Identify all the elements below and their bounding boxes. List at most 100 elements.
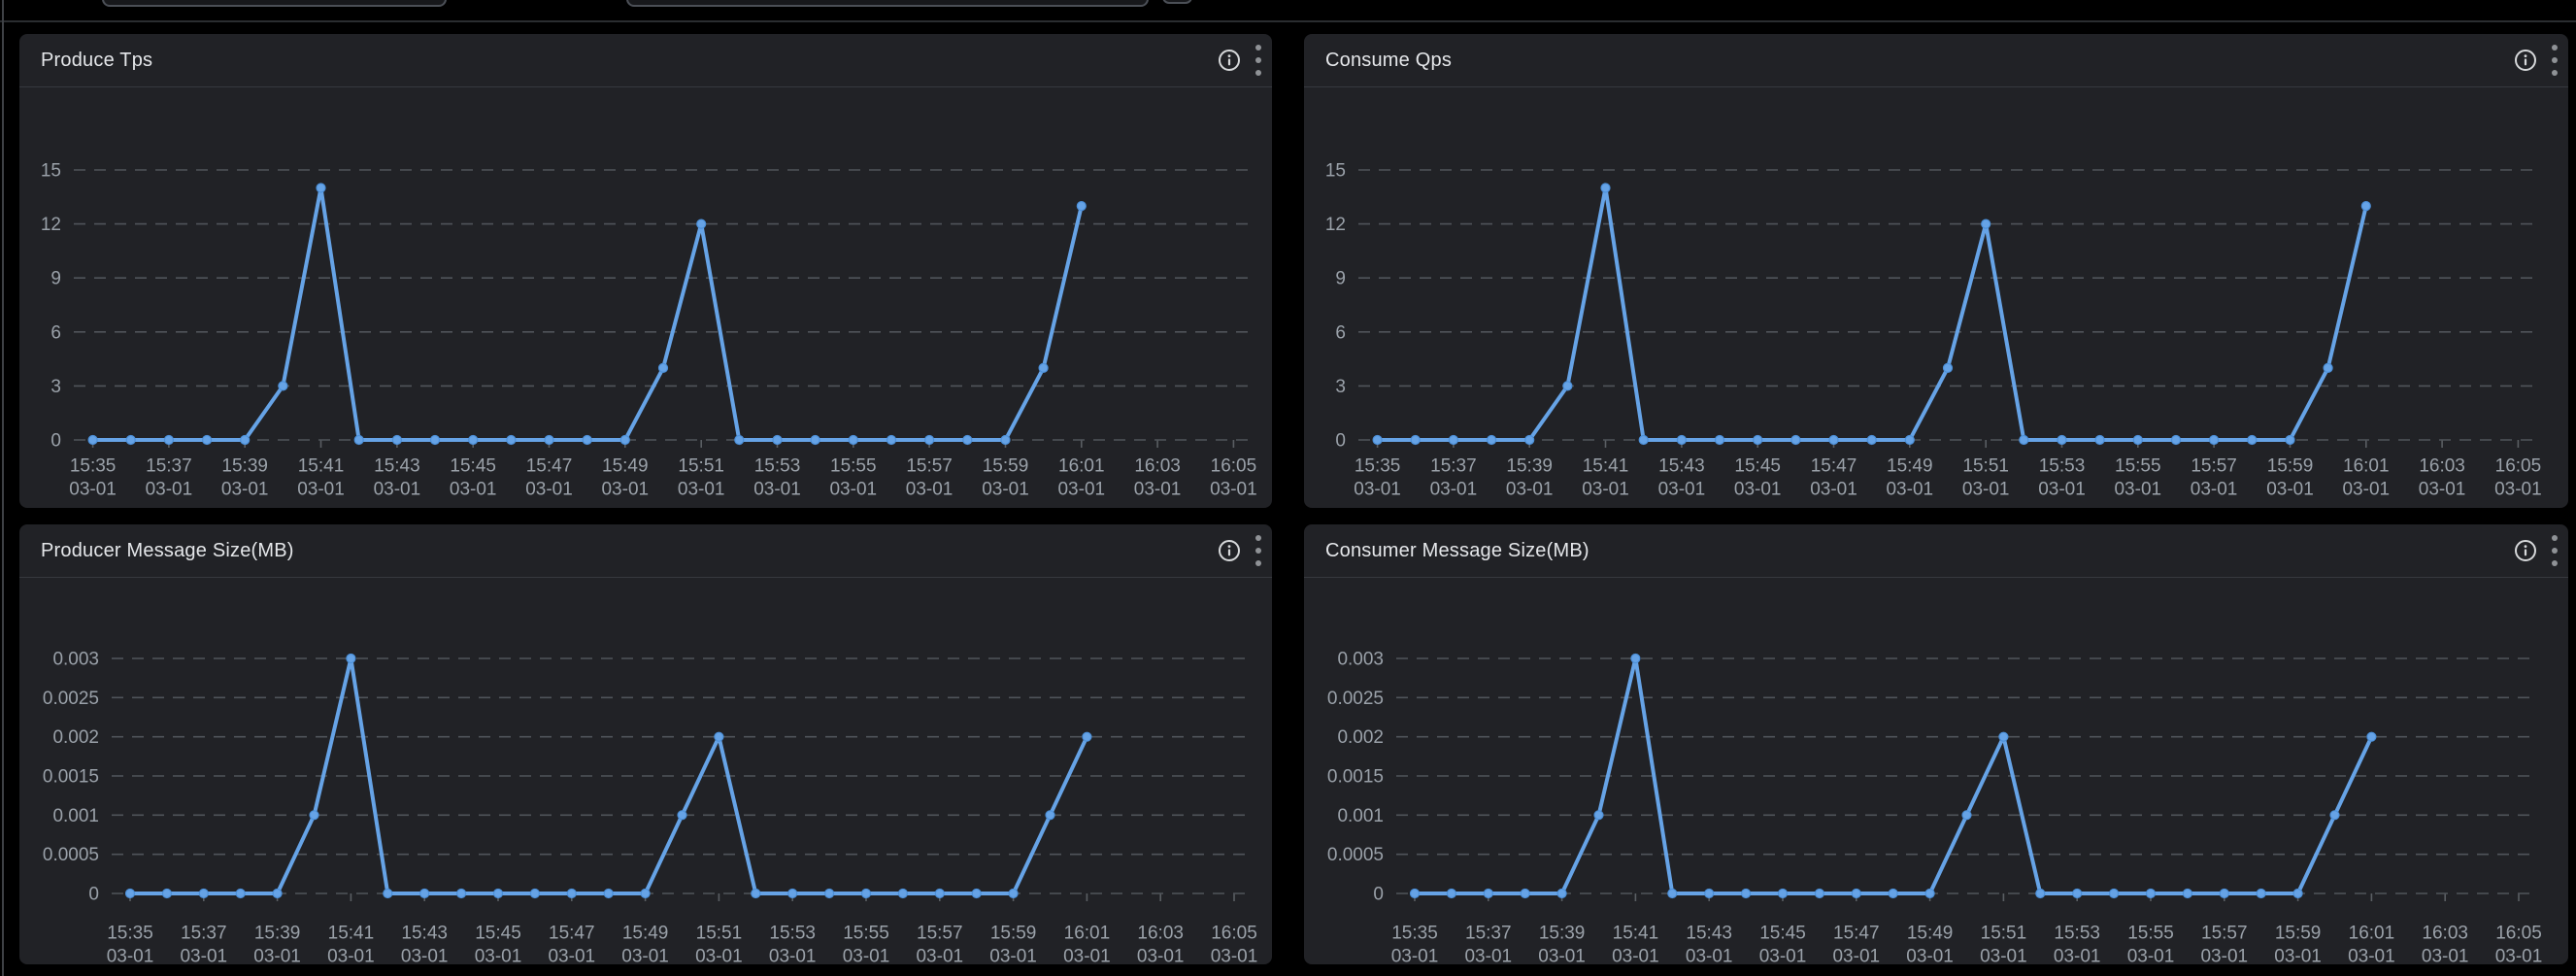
svg-text:03-01: 03-01 <box>2495 946 2543 964</box>
svg-text:03-01: 03-01 <box>843 946 890 964</box>
svg-text:15:55: 15:55 <box>2115 455 2161 476</box>
svg-text:03-01: 03-01 <box>1391 946 1439 964</box>
svg-text:03-01: 03-01 <box>2348 946 2395 964</box>
kebab-menu-icon[interactable] <box>2551 534 2559 567</box>
svg-text:03-01: 03-01 <box>601 479 649 499</box>
y-axis-grid: 0 0.0005 0.001 0.0015 0.002 0.0025 0.003 <box>43 649 1253 904</box>
svg-text:0.001: 0.001 <box>52 806 99 826</box>
svg-text:15:47: 15:47 <box>549 923 595 943</box>
svg-text:0: 0 <box>1335 430 1346 451</box>
left-edge-line <box>2 0 4 976</box>
svg-text:03-01: 03-01 <box>678 479 725 499</box>
svg-text:15:49: 15:49 <box>1887 455 1933 476</box>
svg-text:0.0025: 0.0025 <box>1327 689 1384 709</box>
svg-text:03-01: 03-01 <box>2342 479 2390 499</box>
chart-consumer-message-size[interactable]: 0 0.0005 0.001 0.0015 0.002 0.0025 0.003 15:35 0… <box>1304 578 2568 964</box>
svg-text:15:49: 15:49 <box>622 923 669 943</box>
svg-text:03-01: 03-01 <box>107 946 154 964</box>
panel-title: Consume Qps <box>1325 50 1453 71</box>
svg-text:15:45: 15:45 <box>475 923 521 943</box>
svg-text:0.002: 0.002 <box>52 727 99 748</box>
svg-text:15:37: 15:37 <box>1465 923 1512 943</box>
kebab-menu-icon[interactable] <box>2551 44 2559 77</box>
svg-text:6: 6 <box>50 322 61 343</box>
x-axis-labels: 15:35 03-01 15:37 03-01 15:39 03-01 15:41 03-01… <box>107 923 1258 964</box>
topbar-mini-button[interactable] <box>1162 0 1192 4</box>
chart-produce-tps[interactable]: 0 3 6 9 12 15 15:35 03-01 15:37 03-01 15:39 03-01 15… <box>19 87 1272 508</box>
x-axis-labels: 15:35 03-01 15:37 03-01 15:39 03-01 15:41 03-01… <box>1354 455 2541 499</box>
svg-text:03-01: 03-01 <box>621 946 669 964</box>
svg-text:03-01: 03-01 <box>2274 946 2322 964</box>
svg-text:6: 6 <box>1335 322 1346 343</box>
svg-text:15:57: 15:57 <box>917 923 963 943</box>
x-axis-labels: 15:35 03-01 15:37 03-01 15:39 03-01 15:41 03-01… <box>1391 923 2543 964</box>
svg-text:03-01: 03-01 <box>401 946 449 964</box>
svg-text:03-01: 03-01 <box>1057 479 1105 499</box>
svg-text:15:55: 15:55 <box>830 455 877 476</box>
svg-text:0.0005: 0.0005 <box>43 845 99 865</box>
svg-text:15:35: 15:35 <box>1391 923 1438 943</box>
svg-text:03-01: 03-01 <box>1354 479 1401 499</box>
svg-text:15:37: 15:37 <box>146 455 192 476</box>
svg-text:03-01: 03-01 <box>146 479 193 499</box>
svg-text:03-01: 03-01 <box>1658 479 1706 499</box>
x-axis-ticks <box>129 893 1235 901</box>
svg-text:03-01: 03-01 <box>916 946 963 964</box>
x-axis-labels: 15:35 03-01 15:37 03-01 15:39 03-01 15:41 03-01… <box>69 455 1256 499</box>
svg-text:03-01: 03-01 <box>475 946 522 964</box>
svg-text:15:45: 15:45 <box>450 455 496 476</box>
chart-consume-qps[interactable]: 0 3 6 9 12 15 15:35 03-01 15:37 03-01 15:39 03-01 15… <box>1304 87 2568 508</box>
svg-text:3: 3 <box>1335 377 1346 397</box>
panel-consume-qps: Consume Qps 0 3 6 9 12 15 15:35 03-01 15:37 03-01… <box>1304 34 2568 508</box>
svg-text:03-01: 03-01 <box>1464 946 1512 964</box>
svg-text:03-01: 03-01 <box>1506 479 1554 499</box>
svg-text:03-01: 03-01 <box>374 479 421 499</box>
top-divider <box>0 20 2576 22</box>
chart-producer-message-size[interactable]: 0 0.0005 0.001 0.0015 0.002 0.0025 0.003 15:35 0… <box>19 578 1272 964</box>
svg-text:15:45: 15:45 <box>1734 455 1781 476</box>
info-icon[interactable] <box>2514 49 2537 72</box>
svg-text:03-01: 03-01 <box>989 946 1037 964</box>
svg-text:15:59: 15:59 <box>2267 455 2314 476</box>
info-icon[interactable] <box>1218 539 1241 562</box>
svg-text:15:53: 15:53 <box>754 455 801 476</box>
x-axis-ticks <box>1414 893 2520 901</box>
svg-text:03-01: 03-01 <box>1210 479 1257 499</box>
svg-text:03-01: 03-01 <box>753 479 801 499</box>
svg-text:15:57: 15:57 <box>2201 923 2248 943</box>
svg-text:15:51: 15:51 <box>678 455 724 476</box>
svg-text:0.0015: 0.0015 <box>1327 766 1384 787</box>
svg-text:03-01: 03-01 <box>297 479 345 499</box>
svg-text:15:55: 15:55 <box>2127 923 2174 943</box>
svg-text:16:01: 16:01 <box>2343 455 2390 476</box>
svg-text:03-01: 03-01 <box>2191 479 2238 499</box>
kebab-menu-icon[interactable] <box>1255 534 1262 567</box>
svg-text:0.002: 0.002 <box>1337 727 1384 748</box>
kebab-menu-icon[interactable] <box>1255 44 1262 77</box>
svg-text:03-01: 03-01 <box>69 479 117 499</box>
topbar-input-2[interactable] <box>626 0 1149 7</box>
svg-text:03-01: 03-01 <box>1886 479 1933 499</box>
topbar-input-1[interactable] <box>102 0 447 7</box>
svg-text:15:41: 15:41 <box>328 923 375 943</box>
svg-text:15:41: 15:41 <box>1583 455 1629 476</box>
x-axis-ticks <box>1376 440 2520 448</box>
svg-text:16:03: 16:03 <box>1134 455 1181 476</box>
svg-text:0.003: 0.003 <box>1337 649 1384 669</box>
svg-text:15:51: 15:51 <box>1962 455 2009 476</box>
svg-text:0.001: 0.001 <box>1337 806 1384 826</box>
info-icon[interactable] <box>1218 49 1241 72</box>
svg-text:03-01: 03-01 <box>2114 479 2161 499</box>
svg-text:03-01: 03-01 <box>2266 479 2314 499</box>
svg-text:03-01: 03-01 <box>525 479 573 499</box>
info-icon[interactable] <box>2514 539 2537 562</box>
svg-text:15:39: 15:39 <box>254 923 301 943</box>
svg-text:03-01: 03-01 <box>327 946 375 964</box>
svg-text:15:35: 15:35 <box>107 923 153 943</box>
svg-text:15:59: 15:59 <box>990 923 1037 943</box>
svg-text:03-01: 03-01 <box>1582 479 1629 499</box>
svg-text:15:49: 15:49 <box>1907 923 1954 943</box>
svg-text:03-01: 03-01 <box>1137 946 1185 964</box>
svg-text:03-01: 03-01 <box>1538 946 1586 964</box>
svg-text:15:39: 15:39 <box>221 455 268 476</box>
